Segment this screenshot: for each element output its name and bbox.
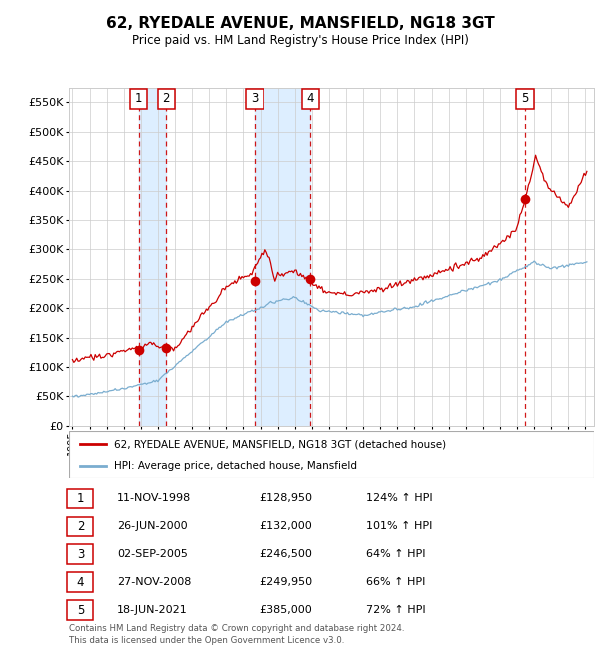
Text: £246,500: £246,500 <box>259 549 312 559</box>
Text: 5: 5 <box>521 92 529 105</box>
Text: 11-NOV-1998: 11-NOV-1998 <box>117 493 191 503</box>
Text: 2: 2 <box>163 92 170 105</box>
Text: 1: 1 <box>135 92 142 105</box>
Text: 4: 4 <box>307 92 314 105</box>
Text: £128,950: £128,950 <box>259 493 312 503</box>
Text: 02-SEP-2005: 02-SEP-2005 <box>117 549 188 559</box>
Text: 2: 2 <box>77 520 84 533</box>
Text: HPI: Average price, detached house, Mansfield: HPI: Average price, detached house, Mans… <box>113 461 356 471</box>
Text: Price paid vs. HM Land Registry's House Price Index (HPI): Price paid vs. HM Land Registry's House … <box>131 34 469 47</box>
Text: 26-JUN-2000: 26-JUN-2000 <box>117 521 188 531</box>
Bar <box>139 88 166 426</box>
Text: 72% ↑ HPI: 72% ↑ HPI <box>366 605 425 615</box>
Text: 1: 1 <box>77 491 84 504</box>
Text: 18-JUN-2021: 18-JUN-2021 <box>117 605 188 615</box>
Text: 27-NOV-2008: 27-NOV-2008 <box>117 577 191 587</box>
Text: 4: 4 <box>77 576 84 589</box>
Text: 124% ↑ HPI: 124% ↑ HPI <box>366 493 433 503</box>
Text: £249,950: £249,950 <box>259 577 312 587</box>
Text: 66% ↑ HPI: 66% ↑ HPI <box>366 577 425 587</box>
Text: 62, RYEDALE AVENUE, MANSFIELD, NG18 3GT (detached house): 62, RYEDALE AVENUE, MANSFIELD, NG18 3GT … <box>113 439 446 449</box>
Text: £132,000: £132,000 <box>259 521 312 531</box>
Text: 3: 3 <box>77 547 84 560</box>
Text: 101% ↑ HPI: 101% ↑ HPI <box>366 521 433 531</box>
Text: £385,000: £385,000 <box>259 605 312 615</box>
Text: Contains HM Land Registry data © Crown copyright and database right 2024.
This d: Contains HM Land Registry data © Crown c… <box>69 624 404 645</box>
Text: 5: 5 <box>77 603 84 616</box>
Bar <box>255 88 310 426</box>
Text: 64% ↑ HPI: 64% ↑ HPI <box>366 549 425 559</box>
Text: 3: 3 <box>251 92 259 105</box>
Text: 62, RYEDALE AVENUE, MANSFIELD, NG18 3GT: 62, RYEDALE AVENUE, MANSFIELD, NG18 3GT <box>106 16 494 31</box>
